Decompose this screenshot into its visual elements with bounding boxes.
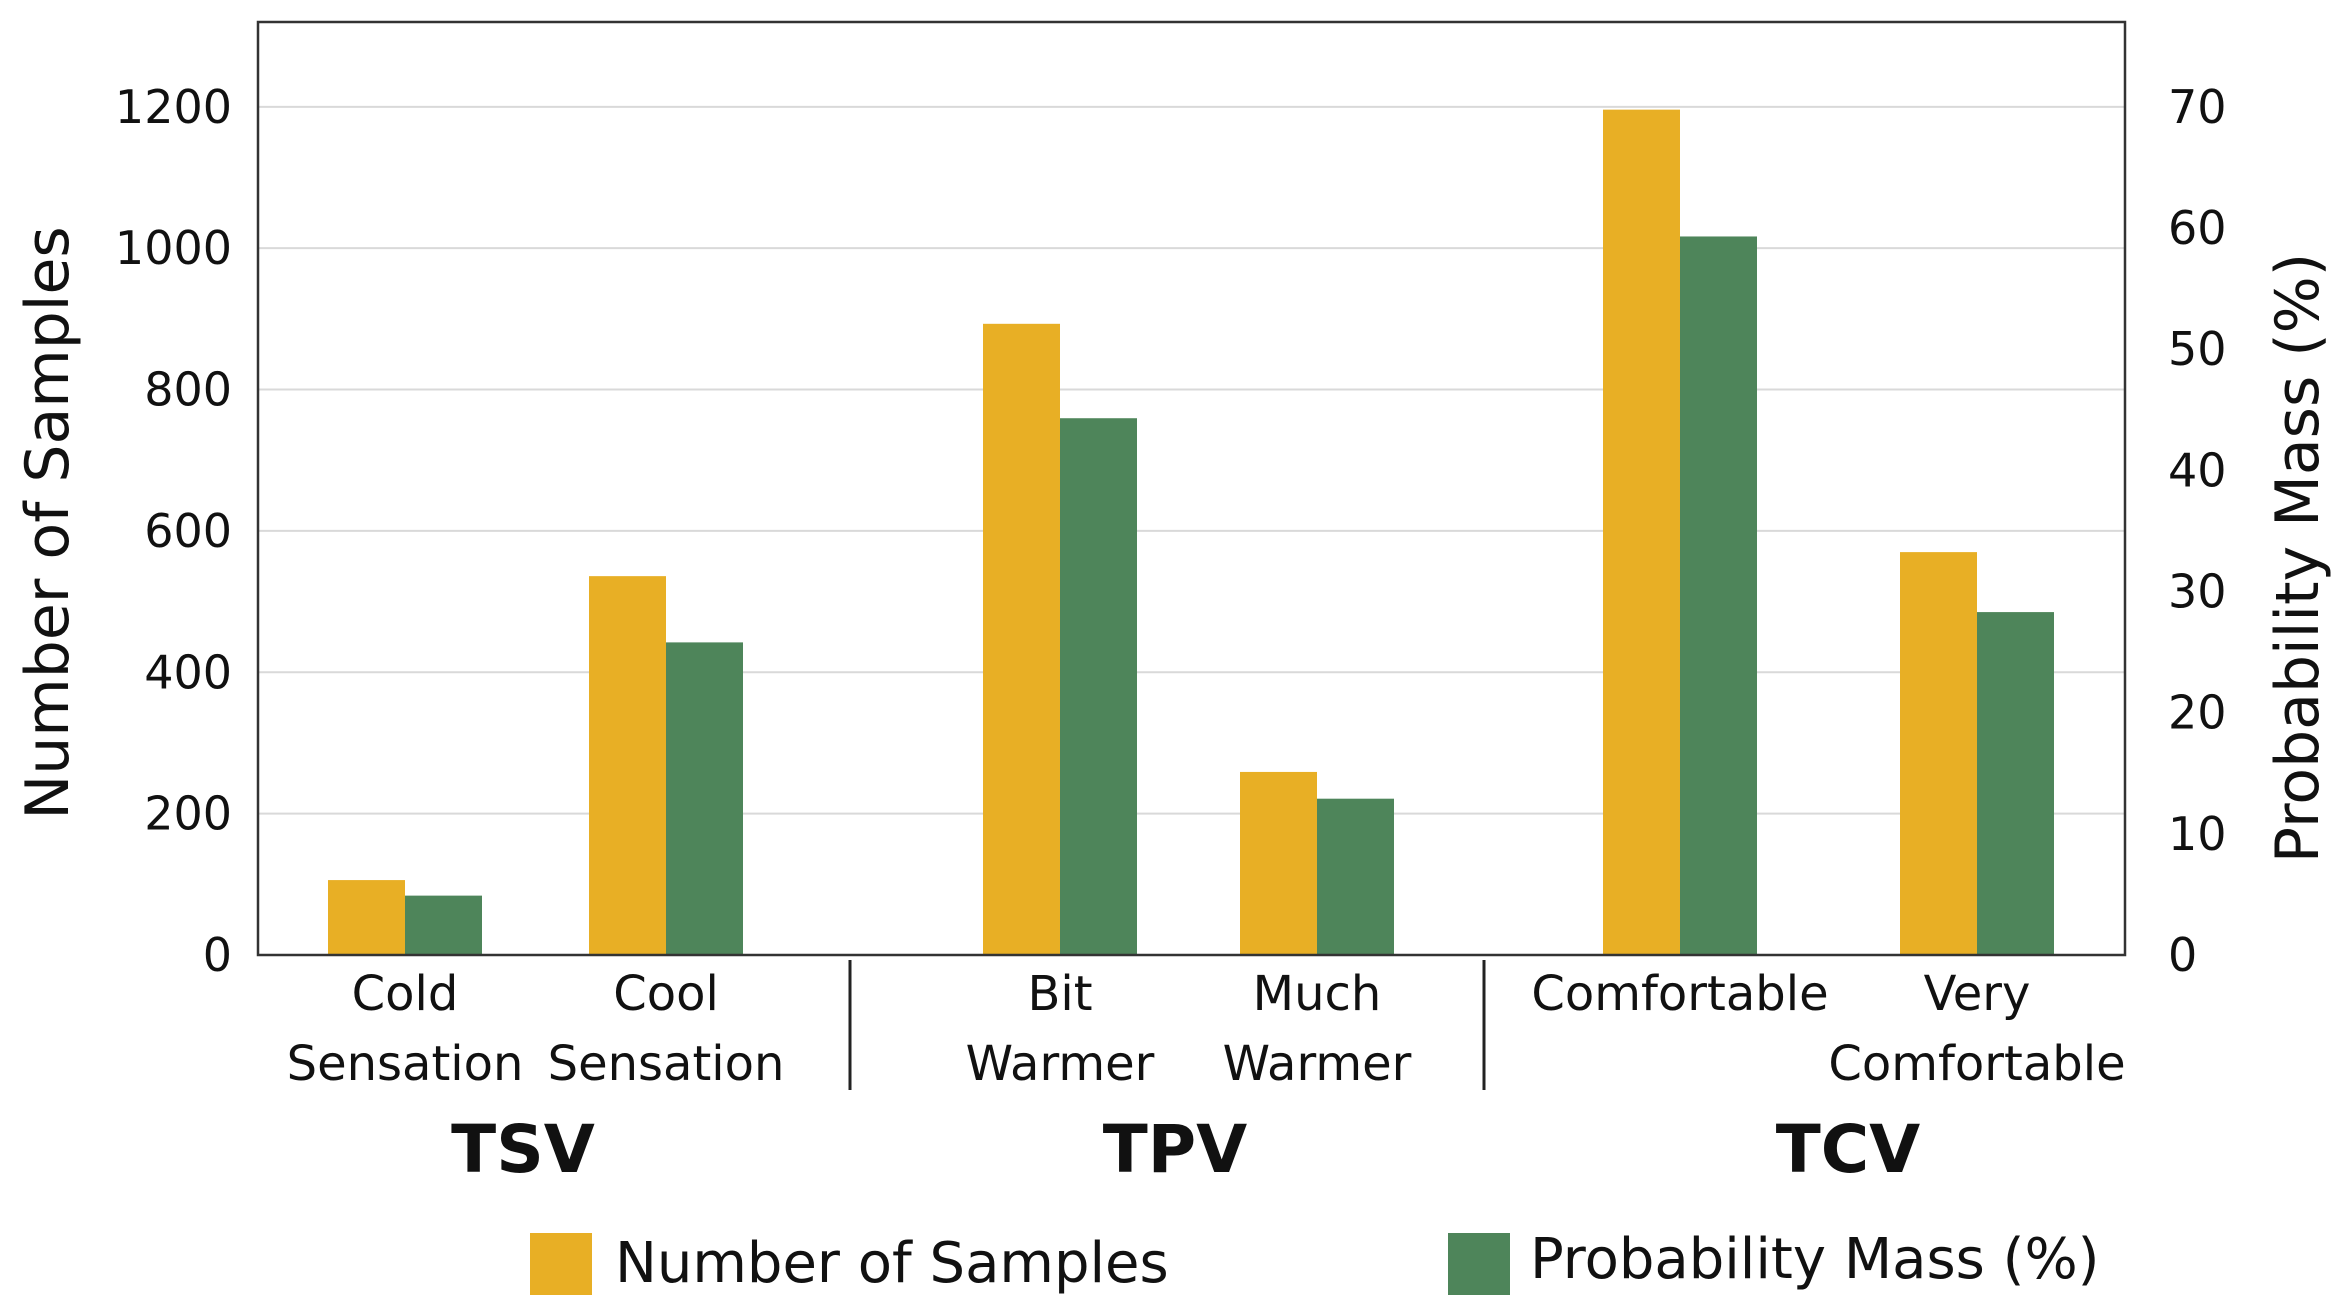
bar-samples-3: [1240, 771, 1317, 955]
left-axis-ticks: 0 200 400 600 800 1000 1200: [115, 80, 232, 982]
bar-samples-2: [983, 323, 1060, 955]
left-tick-label: 600: [144, 504, 232, 558]
right-tick-label: 30: [2168, 564, 2227, 618]
left-tick-label: 1000: [115, 221, 232, 275]
bar-samples-1: [589, 576, 666, 955]
legend-label-number-of-samples: Number of Samples: [615, 1231, 1169, 1296]
bar-probability-2: [1060, 418, 1137, 956]
bar-samples-4: [1603, 109, 1680, 956]
right-axis-title: Probability Mass (%): [2263, 253, 2333, 863]
left-tick-label: 0: [203, 928, 232, 982]
category-label: Much Warmer: [1223, 966, 1412, 1092]
plot-frame: [256, 20, 2127, 957]
right-tick-label: 10: [2168, 807, 2227, 861]
gridlines: [258, 105, 2125, 815]
left-tick-label: 1200: [115, 80, 232, 134]
group-label-tcv: TCV: [1776, 1111, 1921, 1188]
legend-label-probability-mass: Probability Mass (%): [1530, 1227, 2100, 1292]
left-axis-title: Number of Samples: [13, 226, 83, 819]
legend-swatch-number-of-samples: [530, 1233, 592, 1295]
right-tick-label: 20: [2168, 686, 2227, 740]
legend-swatch-probability-mass: [1448, 1233, 1510, 1295]
bars: [328, 109, 2054, 956]
right-tick-label: 0: [2168, 928, 2197, 982]
bar-samples-0: [328, 880, 405, 955]
group-label-tsv: TSV: [451, 1111, 595, 1188]
left-tick-label: 800: [144, 363, 232, 417]
category-label: Cool Sensation: [548, 966, 785, 1092]
bar-samples-5: [1900, 552, 1977, 955]
bar-probability-5: [1977, 612, 2054, 955]
category-label: Bit Warmer: [966, 966, 1155, 1092]
right-tick-label: 40: [2168, 443, 2227, 497]
right-tick-label: 50: [2168, 322, 2227, 376]
legend: Number of Samples Probability Mass (%): [530, 1227, 2100, 1296]
bar-probability-0: [405, 895, 482, 955]
bar-probability-1: [666, 642, 743, 955]
group-labels: TSV TPV TCV: [451, 1111, 1920, 1188]
right-tick-label: 60: [2168, 201, 2227, 255]
group-label-tpv: TPV: [1103, 1111, 1247, 1188]
left-tick-label: 200: [144, 787, 232, 841]
group-separators: [848, 960, 1486, 1090]
right-axis-ticks: 0 10 20 30 40 50 60 70: [2168, 80, 2227, 982]
bar-probability-4: [1680, 236, 1757, 956]
category-label: Very Comfortable: [1828, 966, 2125, 1092]
bar-probability-3: [1317, 798, 1394, 955]
right-tick-label: 70: [2168, 80, 2227, 134]
left-tick-label: 400: [144, 645, 232, 699]
category-label: Comfortable: [1531, 966, 1828, 1022]
category-label: Cold Sensation: [287, 966, 524, 1092]
